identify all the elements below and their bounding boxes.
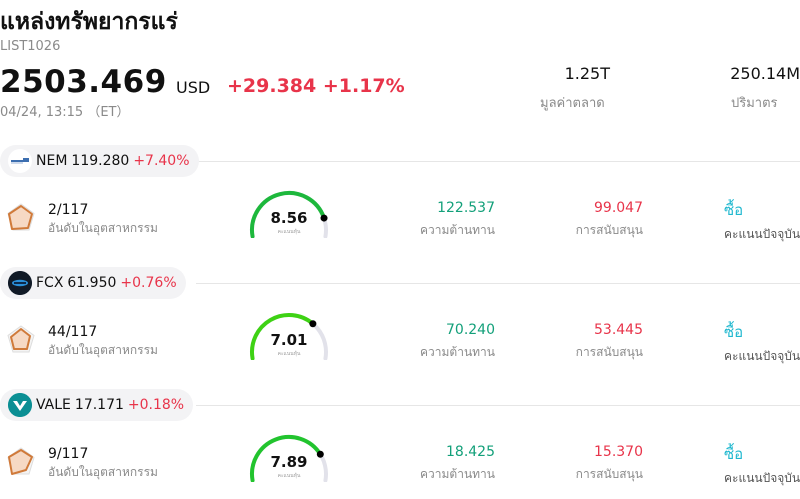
- stock-symbol: NEM: [36, 153, 68, 169]
- stock-score: 7.01: [270, 331, 308, 349]
- current-rating-label: คะแนนปัจจุบัน: [724, 227, 800, 241]
- fcx-logo-icon: [8, 271, 32, 295]
- industry-rank-label: อันดับในอุตสาหกรรม: [48, 343, 158, 357]
- support-label: การสนับสนุน: [575, 467, 643, 481]
- stock-pill[interactable]: FCX 61.950 +0.76%: [0, 267, 186, 299]
- timestamp: 04/24, 13:15 （ET）: [0, 105, 130, 120]
- volume-label: ปริมาตร: [731, 96, 778, 111]
- stock-score-label: คะแนนหุ้น: [277, 351, 301, 357]
- stock-score-label: คะแนนหุ้น: [277, 473, 301, 479]
- stock-change: +0.76%: [120, 275, 177, 291]
- radar-chart-icon: [7, 325, 35, 353]
- stock-change: +7.40%: [133, 153, 190, 169]
- score-gauge: [250, 190, 328, 238]
- stock-symbol: FCX: [36, 275, 64, 291]
- resistance-label: ความต้านทาน: [420, 467, 495, 481]
- vale-logo-icon: [8, 393, 32, 417]
- stock-price: 61.950: [67, 275, 117, 291]
- support-value: 99.047: [594, 200, 643, 216]
- resistance-value: 122.537: [437, 200, 495, 216]
- resistance-value: 18.425: [446, 444, 495, 460]
- buy-rating-link[interactable]: ซื้อ: [724, 445, 744, 463]
- resistance-value: 70.240: [446, 322, 495, 338]
- page-title: แหล่งทรัพยากรแร่: [0, 9, 178, 35]
- stock-price: 119.280: [71, 153, 130, 169]
- currency-label: USD: [176, 78, 211, 97]
- buy-rating-link[interactable]: ซื้อ: [724, 201, 744, 219]
- row-divider: [196, 161, 800, 162]
- stock-score: 8.56: [270, 209, 308, 227]
- resistance-label: ความต้านทาน: [420, 345, 495, 359]
- radar-chart-icon: [7, 203, 35, 231]
- buy-rating-link[interactable]: ซื้อ: [724, 323, 744, 341]
- stock-pill[interactable]: VALE 17.171 +0.18%: [0, 389, 194, 421]
- row-divider: [196, 405, 800, 406]
- row-divider: [196, 283, 800, 284]
- industry-rank-label: อันดับในอุตสาหกรรม: [48, 465, 158, 479]
- current-rating-label: คะแนนปัจจุบัน: [724, 471, 800, 485]
- stock-symbol: VALE: [36, 397, 71, 413]
- stock-score-label: คะแนนหุ้น: [277, 229, 301, 235]
- current-rating-label: คะแนนปัจจุบัน: [724, 349, 800, 363]
- stock-score: 7.89: [270, 453, 308, 471]
- industry-rank: 2/117: [48, 202, 89, 218]
- market-cap-label: มูลค่าตลาด: [540, 96, 605, 111]
- stock-change: +0.18%: [127, 397, 185, 413]
- nem-logo-icon: [8, 149, 32, 173]
- market-cap-value: 1.25T: [564, 64, 610, 83]
- resistance-label: ความต้านทาน: [420, 223, 495, 237]
- score-gauge: [250, 313, 328, 360]
- score-gauge: [250, 435, 328, 482]
- support-label: การสนับสนุน: [575, 345, 643, 359]
- list-code: LIST1026: [0, 39, 61, 54]
- volume-value: 250.14M: [730, 64, 800, 83]
- radar-chart-icon: [7, 447, 35, 475]
- support-value: 53.445: [594, 322, 643, 338]
- price-change: +29.384 +1.17%: [227, 75, 405, 97]
- industry-rank: 44/117: [48, 324, 98, 340]
- stock-pill[interactable]: NEM 119.280 +7.40%: [0, 145, 199, 177]
- support-value: 15.370: [594, 444, 643, 460]
- index-price: 2503.469: [0, 64, 167, 100]
- stock-price: 17.171: [74, 397, 124, 413]
- industry-rank: 9/117: [48, 446, 89, 462]
- industry-rank-label: อันดับในอุตสาหกรรม: [48, 221, 158, 235]
- support-label: การสนับสนุน: [575, 223, 643, 237]
